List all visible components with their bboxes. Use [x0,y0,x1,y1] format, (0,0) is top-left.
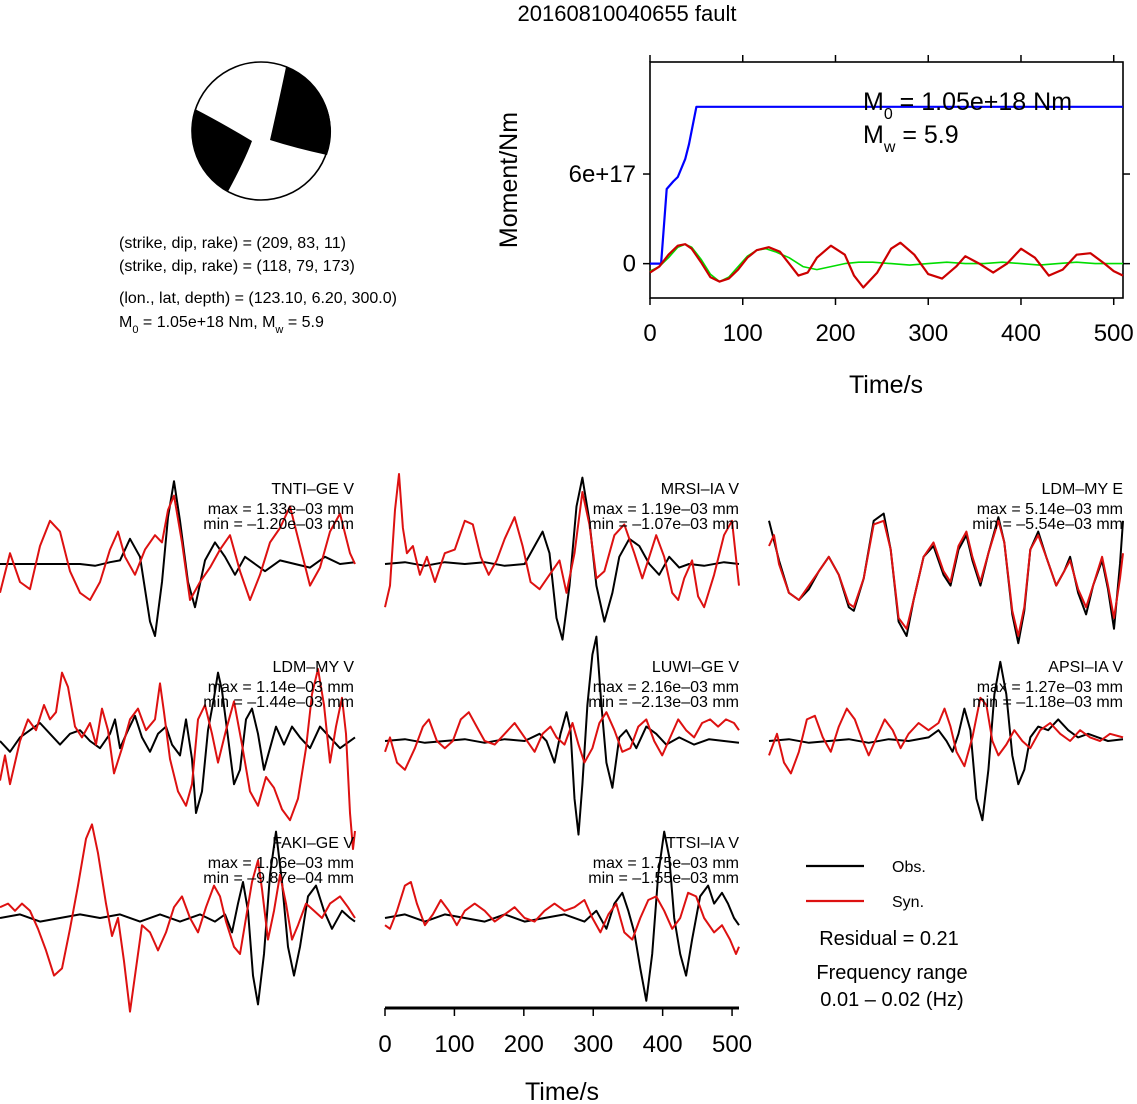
observed-waveform [768,660,1124,822]
station-min: min = –1.07e–03 mm [588,516,739,533]
moment-rate-green-line [649,243,1123,283]
nodal-plane-1: (strike, dip, rake) = (209, 83, 11) [119,235,346,252]
station-min: min = –1.18e–03 mm [972,694,1123,711]
station-max: max = 1.33e–03 mm [208,501,354,518]
waveform-x-tick-label: 500 [712,1031,752,1058]
observed-waveform [0,480,356,637]
frequency-value: 0.01 – 0.02 (Hz) [820,989,963,1011]
synthetic-waveform [384,881,740,955]
waveform-x-tick-label: 0 [378,1031,391,1058]
station-min: min = –1.55e–03 mm [588,870,739,887]
waveform-x-tick-label: 300 [573,1031,613,1058]
station-name: FAKI–GE V [272,835,354,852]
synthetic-waveform [384,711,740,771]
moment-chart: 0 100 200 300 400 500 0 6e+17 Time/s Moment/Nm… [495,55,1134,399]
station-max: max = 5.14e–03 mm [977,501,1123,518]
moment-x-tick-label: 300 [908,320,948,347]
legend: Obs. Syn. Residual = 0.21 Frequency rang… [806,859,968,1011]
observed-waveform [768,512,1124,645]
synthetic-waveform [0,494,356,601]
station-name: LDM–MY V [272,659,354,676]
station-name: LUWI–GE V [652,659,739,676]
mechanism-info: (strike, dip, rake) = (209, 83, 11) (str… [119,235,397,336]
synthetic-waveform [768,696,1124,775]
station-name: MRSI–IA V [661,481,740,498]
observed-waveform [384,476,740,641]
synthetic-waveform [768,519,1124,637]
observed-waveform [384,830,740,1002]
moment-mw-annotation: Mw = 5.9 [863,121,959,156]
station-min: min = –9.87e–04 mm [203,870,354,887]
station-name: TTSI–IA V [666,835,739,852]
moment-x-axis: 0 100 200 300 400 500 [643,55,1134,347]
moment-rate-red-line [649,241,1124,289]
moment-x-label: Time/s [849,371,923,399]
synthetic-waveform [0,668,356,850]
waveform-x-tick-label: 400 [643,1031,683,1058]
moment-x-tick-label: 100 [723,320,763,347]
moment-x-tick-label: 400 [1001,320,1041,347]
station-name: TNTI–GE V [271,481,354,498]
frequency-label: Frequency range [816,962,967,984]
moment-y-tick-label: 0 [623,251,636,278]
moment-y-tick-label: 6e+17 [569,161,636,188]
station-max: max = 1.14e–03 mm [208,679,354,696]
waveform-x-tick-label: 200 [504,1031,544,1058]
moment-y-axis: 0 6e+17 [569,161,1130,278]
moment-x-tick-label: 0 [643,320,656,347]
moment-plot-frame [649,61,1124,299]
moment-x-tick-label: 200 [815,320,855,347]
station-min: min = –1.44e–03 mm [203,694,354,711]
station-max: max = 1.75e–03 mm [593,855,739,872]
figure-title: 20160810040655 fault [518,1,737,26]
nodal-plane-2: (strike, dip, rake) = (118, 79, 173) [119,258,355,275]
moment-x-tick-label: 500 [1094,320,1134,347]
residual-text: Residual = 0.21 [819,928,959,950]
moment-y-label: Moment/Nm [495,112,523,248]
synthetic-waveform [384,473,740,609]
station-max: max = 1.06e–03 mm [208,855,354,872]
observed-waveform [0,671,356,814]
station-min: min = –1.20e–03 mm [203,516,354,533]
station-name: APSI–IA V [1048,659,1123,676]
waveform-x-label: Time/s [525,1078,599,1104]
station-min: min = –5.54e–03 mm [972,516,1123,533]
moment-summary: M0 = 1.05e+18 Nm, Mw = 5.9 [119,314,324,336]
beachball [191,61,332,201]
waveform-x-axis: 0 100 200 300 400 500 [378,1006,752,1058]
waveform-x-tick-label: 100 [434,1031,474,1058]
synthetic-waveform [0,823,356,1013]
moment-series [649,105,1124,289]
observed-waveform [384,635,740,836]
station-max: max = 2.16e–03 mm [593,679,739,696]
station-min: min = –2.13e–03 mm [588,694,739,711]
legend-syn-label: Syn. [892,894,924,911]
moment-cumulative-line [650,105,1123,265]
station-max: max = 1.19e–03 mm [593,501,739,518]
legend-obs-label: Obs. [892,859,926,876]
station-name: LDM–MY E [1041,481,1123,498]
moment-m0-annotation: M0 = 1.05e+18 Nm [863,88,1072,123]
location: (lon., lat, depth) = (123.10, 6.20, 300.… [119,290,397,307]
station-max: max = 1.27e–03 mm [977,679,1123,696]
